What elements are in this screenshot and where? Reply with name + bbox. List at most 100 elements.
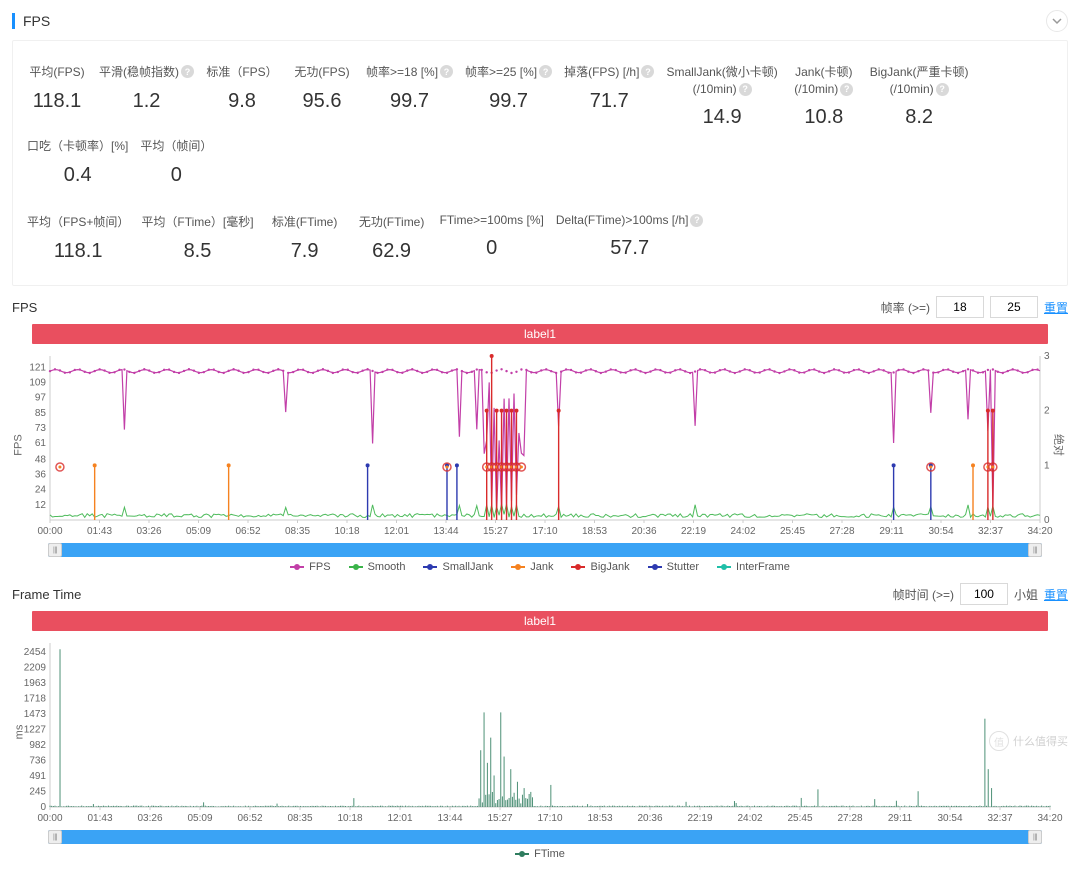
stat-item: 平均(FPS)118.1 bbox=[21, 59, 93, 133]
help-icon[interactable]: ? bbox=[936, 83, 949, 96]
svg-text:0: 0 bbox=[40, 802, 46, 813]
slider-handle-left[interactable] bbox=[48, 543, 62, 557]
svg-text:25:45: 25:45 bbox=[787, 813, 812, 824]
svg-text:15:27: 15:27 bbox=[487, 813, 512, 824]
svg-text:736: 736 bbox=[29, 756, 46, 767]
stats-card: 平均(FPS)118.1平滑(稳帧指数) ?1.2 标准（FPS） 9.8 无功(FP… bbox=[12, 40, 1068, 286]
svg-text:2: 2 bbox=[1044, 406, 1050, 417]
svg-text:01:43: 01:43 bbox=[87, 813, 112, 824]
svg-text:29:11: 29:11 bbox=[888, 813, 913, 824]
legend-label: Stutter bbox=[667, 561, 699, 573]
ftime-time-slider[interactable] bbox=[48, 830, 1042, 844]
legend-swatch bbox=[349, 566, 363, 568]
svg-text:1473: 1473 bbox=[24, 709, 47, 720]
help-icon[interactable]: ? bbox=[840, 83, 853, 96]
legend-item[interactable]: SmallJank bbox=[423, 561, 493, 573]
slider-handle-right[interactable] bbox=[1028, 543, 1042, 557]
svg-text:2209: 2209 bbox=[24, 663, 47, 674]
stat-value: 7.9 bbox=[266, 240, 344, 263]
fps-legend: FPS Smooth SmallJank Jank BigJank Stutter Inte… bbox=[12, 561, 1068, 573]
svg-text:10:18: 10:18 bbox=[337, 813, 362, 824]
stat-value: 57.7 bbox=[556, 237, 704, 260]
legend-swatch bbox=[515, 853, 529, 855]
stat-item: 无功(FPS)95.6 bbox=[284, 59, 360, 133]
stat-value: 14.9 bbox=[666, 106, 777, 129]
svg-text:491: 491 bbox=[29, 771, 46, 782]
stat-item: FTime>=100ms [%]0 bbox=[434, 209, 550, 267]
legend-item[interactable]: BigJank bbox=[571, 561, 629, 573]
svg-text:3: 3 bbox=[1044, 351, 1050, 362]
legend-label: InterFrame bbox=[736, 561, 790, 573]
stat-item: 帧率>=25 [%] ?99.7 bbox=[459, 59, 558, 133]
legend-label: Smooth bbox=[368, 561, 406, 573]
stats-row-1: 平均(FPS)118.1平滑(稳帧指数) ?1.2 标准（FPS） 9.8 无功(FP… bbox=[21, 59, 1059, 191]
stat-label: 无功(FTime) bbox=[356, 213, 428, 230]
fps-threshold-input-1[interactable] bbox=[936, 296, 984, 318]
legend-item[interactable]: InterFrame bbox=[717, 561, 790, 573]
stat-label: 平均（FTime）[毫秒] bbox=[141, 213, 253, 230]
legend-item[interactable]: FTime bbox=[515, 848, 565, 860]
stat-label-2: (/10min) ? bbox=[870, 82, 969, 96]
stat-value: 99.7 bbox=[465, 90, 552, 113]
svg-text:03:26: 03:26 bbox=[137, 813, 162, 824]
stat-item: 平滑(稳帧指数) ?1.2 bbox=[93, 59, 200, 133]
ftime-unit-label: 小姐 bbox=[1014, 586, 1038, 603]
help-icon[interactable]: ? bbox=[539, 65, 552, 78]
svg-text:121: 121 bbox=[29, 362, 46, 373]
svg-text:85: 85 bbox=[35, 408, 47, 419]
legend-label: BigJank bbox=[590, 561, 629, 573]
stat-item: 标准（FPS） 9.8 bbox=[200, 59, 284, 133]
help-icon[interactable]: ? bbox=[440, 65, 453, 78]
chevron-down-icon bbox=[1052, 16, 1062, 26]
svg-text:18:53: 18:53 bbox=[587, 813, 612, 824]
ftime-section-title: Frame Time bbox=[12, 587, 81, 602]
stat-value: 9.8 bbox=[206, 90, 278, 113]
svg-text:01:43: 01:43 bbox=[87, 526, 112, 537]
svg-text:32:37: 32:37 bbox=[987, 813, 1012, 824]
svg-text:05:09: 05:09 bbox=[186, 526, 211, 537]
stat-item: 掉落(FPS) [/h] ?71.7 bbox=[558, 59, 660, 133]
svg-text:982: 982 bbox=[29, 740, 46, 751]
legend-swatch bbox=[717, 566, 731, 568]
stat-label-2: (/10min) ? bbox=[666, 82, 777, 96]
svg-text:17:10: 17:10 bbox=[537, 813, 562, 824]
slider-handle-right[interactable] bbox=[1028, 830, 1042, 844]
fps-y-right-label: 绝对 bbox=[1051, 434, 1067, 456]
help-icon[interactable]: ? bbox=[690, 214, 703, 227]
header-accent-bar bbox=[12, 13, 15, 29]
svg-text:20:36: 20:36 bbox=[631, 526, 656, 537]
stat-label: Delta(FTime)>100ms [/h] ? bbox=[556, 213, 704, 227]
fps-time-slider[interactable] bbox=[48, 543, 1042, 557]
stat-item: 平均（FPS+帧间）118.1 bbox=[21, 209, 135, 267]
ftime-threshold-input[interactable] bbox=[960, 583, 1008, 605]
legend-item[interactable]: FPS bbox=[290, 561, 330, 573]
svg-text:08:35: 08:35 bbox=[285, 526, 310, 537]
stat-item: 无功(FTime)62.9 bbox=[350, 209, 434, 267]
svg-text:1: 1 bbox=[1044, 460, 1050, 471]
help-icon[interactable]: ? bbox=[739, 83, 752, 96]
ftime-reset-link[interactable]: 重置 bbox=[1044, 586, 1068, 603]
stat-value: 8.5 bbox=[141, 240, 253, 263]
legend-item[interactable]: Stutter bbox=[648, 561, 699, 573]
slider-handle-left[interactable] bbox=[48, 830, 62, 844]
help-icon[interactable]: ? bbox=[181, 65, 194, 78]
stat-label: 标准（FPS） bbox=[206, 63, 278, 80]
legend-item[interactable]: Smooth bbox=[349, 561, 406, 573]
fps-reset-link[interactable]: 重置 bbox=[1044, 299, 1068, 316]
help-icon[interactable]: ? bbox=[641, 65, 654, 78]
stat-value: 71.7 bbox=[564, 90, 654, 113]
stat-label: SmallJank(微小卡顿) bbox=[666, 63, 777, 80]
watermark-text: 什么值得买 bbox=[1013, 733, 1068, 749]
legend-label: FTime bbox=[534, 848, 565, 860]
svg-text:24:02: 24:02 bbox=[730, 526, 755, 537]
collapse-button[interactable] bbox=[1046, 10, 1068, 32]
svg-text:34:20: 34:20 bbox=[1037, 813, 1062, 824]
legend-label: FPS bbox=[309, 561, 330, 573]
stat-item: SmallJank(微小卡顿) (/10min) ? 14.9 bbox=[660, 59, 783, 133]
fps-threshold-input-2[interactable] bbox=[990, 296, 1038, 318]
legend-item[interactable]: Jank bbox=[511, 561, 553, 573]
stat-item: 平均（FTime）[毫秒] 8.5 bbox=[135, 209, 259, 267]
svg-text:22:19: 22:19 bbox=[687, 813, 712, 824]
svg-text:08:35: 08:35 bbox=[287, 813, 312, 824]
ftime-y-label: ms bbox=[13, 724, 25, 739]
